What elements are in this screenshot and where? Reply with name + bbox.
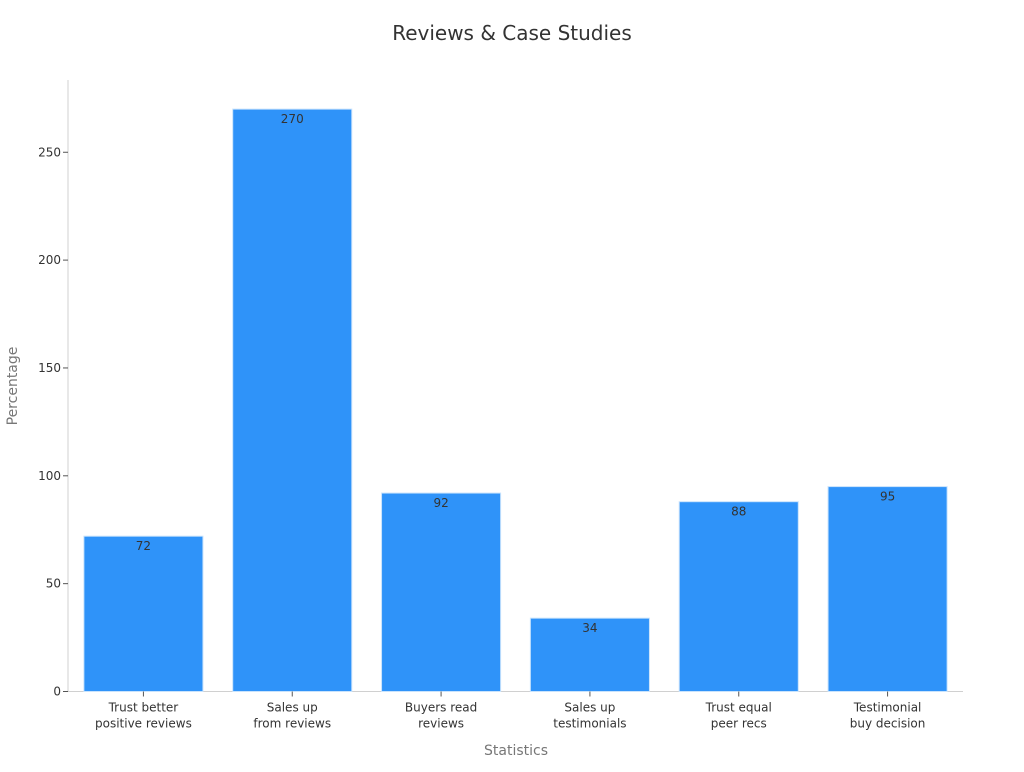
y-tick-label: 100 xyxy=(38,469,61,483)
x-tick-labels: Trust better positive reviews Sales up from… xyxy=(95,691,926,731)
chart-title: Reviews & Case Studies xyxy=(392,21,632,45)
bar xyxy=(827,486,948,693)
x-tick-label: Sales up xyxy=(564,701,615,715)
x-tick-label: buy decision xyxy=(850,717,926,731)
data-label: 92 xyxy=(433,496,448,510)
data-label: 95 xyxy=(880,490,895,504)
x-tick-label: Trust better xyxy=(108,701,179,715)
bar xyxy=(83,535,204,693)
bar xyxy=(232,108,353,693)
x-tick-label: peer recs xyxy=(711,717,767,731)
data-label: 88 xyxy=(731,505,746,519)
x-tick-label: positive reviews xyxy=(95,717,192,731)
y-tick-label: 250 xyxy=(38,145,61,159)
bar xyxy=(529,617,650,693)
x-axis-label: Statistics xyxy=(484,743,548,759)
x-tick-label: from reviews xyxy=(253,717,331,731)
bars xyxy=(83,108,948,693)
bar xyxy=(381,492,502,692)
y-axis-label: Percentage xyxy=(5,347,21,426)
axes: 0 50 100 150 200 250 xyxy=(38,80,963,699)
data-labels: 72 270 92 34 88 95 xyxy=(136,112,895,635)
x-tick-label: Testimonial xyxy=(853,701,922,715)
y-tick-label: 150 xyxy=(38,361,61,375)
x-tick-label: reviews xyxy=(418,717,464,731)
y-tick-label: 50 xyxy=(46,577,61,591)
x-tick-label: testimonials xyxy=(553,717,626,731)
y-tick-label: 0 xyxy=(53,685,61,699)
data-label: 270 xyxy=(281,112,304,126)
y-tick-label: 200 xyxy=(38,253,61,267)
data-label: 72 xyxy=(136,539,151,553)
x-tick-label: Trust equal xyxy=(705,701,772,715)
data-label: 34 xyxy=(582,621,597,635)
x-tick-label: Sales up xyxy=(267,701,318,715)
bar xyxy=(678,501,799,692)
x-tick-label: Buyers read xyxy=(405,701,477,715)
